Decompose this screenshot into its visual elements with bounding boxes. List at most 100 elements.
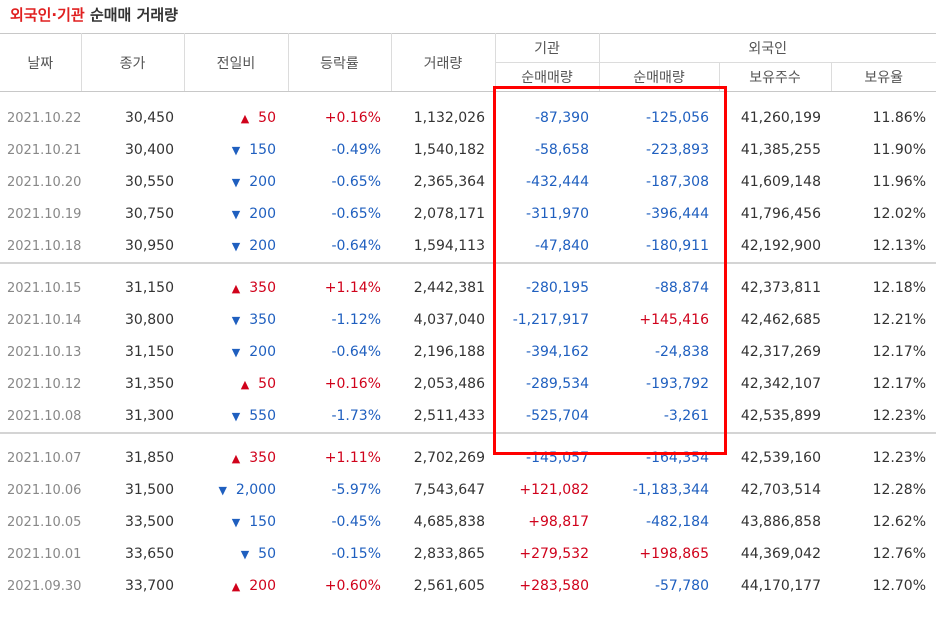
institution-net-cell: -311,970: [526, 206, 589, 222]
group-gap: [0, 264, 936, 272]
foreign-ratio-cell: 12.21%: [872, 312, 926, 328]
foreign-net-cell: -164,354: [646, 450, 709, 466]
volume-cell: 7,543,647: [413, 482, 485, 498]
rate-cell: -0.64%: [331, 344, 381, 360]
title-suffix: 순매매 거래량: [89, 6, 178, 24]
top-gap: [0, 92, 936, 103]
close-cell: 30,550: [125, 174, 174, 190]
date-cell: 2021.10.22: [7, 110, 82, 126]
change-cell: ▼ 150: [184, 506, 288, 538]
foreign-shares-cell: 42,462,685: [740, 312, 821, 328]
close-cell: 33,650: [125, 546, 174, 562]
foreign-net-cell: -57,780: [654, 578, 709, 594]
volume-cell: 2,053,486: [413, 376, 485, 392]
foreign-net-cell: -180,911: [646, 238, 709, 254]
change-cell: ▼ 200: [184, 230, 288, 263]
institution-net-cell: +121,082: [519, 482, 589, 498]
foreign-net-cell: -187,308: [646, 174, 709, 190]
change-cell: ▼ 150: [184, 134, 288, 166]
header-institution-group: 기관: [495, 33, 600, 63]
date-cell: 2021.10.15: [7, 280, 82, 296]
volume-cell: 2,833,865: [413, 546, 485, 562]
down-triangle-icon: ▼: [231, 410, 241, 423]
foreign-net-cell: -88,874: [654, 280, 709, 296]
foreign-ratio-cell: 12.17%: [872, 376, 926, 392]
date-cell: 2021.10.06: [7, 482, 82, 498]
up-triangle-icon: ▲: [231, 282, 241, 295]
change-value: 50: [258, 110, 276, 126]
volume-cell: 2,702,269: [413, 450, 485, 466]
section-title: 외국인·기관 순매매 거래량: [10, 4, 178, 28]
foreign-ratio-cell: 11.86%: [872, 110, 926, 126]
foreign-ratio-cell: 12.28%: [872, 482, 926, 498]
table-row: 2021.10.22 30,450 ▲ 50 +0.16% 1,132,026 -87,39…: [0, 102, 936, 134]
up-triangle-icon: ▲: [231, 580, 241, 593]
group-gap: [0, 434, 936, 442]
change-value: 200: [249, 344, 276, 360]
foreign-ratio-cell: 12.62%: [872, 514, 926, 530]
close-cell: 31,500: [125, 482, 174, 498]
rate-cell: -1.12%: [331, 312, 381, 328]
foreign-net-cell: -1,183,344: [632, 482, 709, 498]
change-value: 200: [249, 174, 276, 190]
change-cell: ▼ 50: [184, 538, 288, 570]
foreign-ratio-cell: 12.76%: [872, 546, 926, 562]
foreign-net-cell: -223,893: [646, 142, 709, 158]
change-value: 350: [249, 280, 276, 296]
volume-cell: 2,511,433: [413, 408, 485, 424]
table-row: 2021.10.05 33,500 ▼ 150 -0.45% 4,685,838 +98,8…: [0, 506, 936, 538]
table-header: 날짜 종가 전일비 등락률 거래량 기관 외국인 순매매량 순매매량 보유주수 …: [0, 33, 936, 92]
close-cell: 30,950: [125, 238, 174, 254]
change-value: 50: [258, 376, 276, 392]
institution-net-cell: -280,195: [526, 280, 589, 296]
foreign-ratio-cell: 12.23%: [872, 408, 926, 424]
rate-cell: -1.73%: [331, 408, 381, 424]
header-foreign-net: 순매매량: [599, 62, 720, 92]
title-foreign: 외국인: [10, 6, 52, 24]
foreign-shares-cell: 42,703,514: [740, 482, 821, 498]
foreign-ratio-cell: 12.23%: [872, 450, 926, 466]
down-triangle-icon: ▼: [231, 240, 241, 253]
foreign-net-cell: -3,261: [663, 408, 709, 424]
close-cell: 30,800: [125, 312, 174, 328]
foreign-shares-cell: 42,192,900: [740, 238, 821, 254]
bottom-gap: [0, 602, 936, 612]
date-cell: 2021.10.12: [7, 376, 82, 392]
institution-net-cell: -58,658: [534, 142, 589, 158]
close-cell: 30,400: [125, 142, 174, 158]
date-cell: 2021.10.19: [7, 206, 82, 222]
volume-cell: 4,037,040: [413, 312, 485, 328]
foreign-shares-cell: 42,539,160: [740, 450, 821, 466]
table-row: 2021.10.12 31,350 ▲ 50 +0.16% 2,053,486 -289,5…: [0, 368, 936, 400]
institution-net-cell: -47,840: [534, 238, 589, 254]
change-value: 350: [249, 450, 276, 466]
header-institution-net: 순매매량: [495, 62, 600, 92]
table-row: 2021.10.06 31,500 ▼ 2,000 -5.97% 7,543,647 +12…: [0, 474, 936, 506]
down-triangle-icon: ▼: [231, 516, 241, 529]
foreign-net-cell: -24,838: [654, 344, 709, 360]
down-triangle-icon: ▼: [231, 314, 241, 327]
up-triangle-icon: ▲: [240, 378, 250, 391]
foreign-ratio-cell: 12.13%: [872, 238, 926, 254]
change-cell: ▲ 50: [184, 368, 288, 400]
foreign-shares-cell: 41,609,148: [740, 174, 821, 190]
volume-cell: 2,442,381: [413, 280, 485, 296]
close-cell: 33,700: [125, 578, 174, 594]
header-foreign-group: 외국인: [599, 33, 936, 63]
date-cell: 2021.10.20: [7, 174, 82, 190]
change-value: 200: [249, 206, 276, 222]
close-cell: 31,350: [125, 376, 174, 392]
foreign-shares-cell: 42,317,269: [740, 344, 821, 360]
institution-net-cell: -289,534: [526, 376, 589, 392]
header-foreign-ratio: 보유율: [831, 62, 936, 92]
table-row: 2021.10.15 31,150 ▲ 350 +1.14% 2,442,381 -280,…: [0, 272, 936, 304]
table-row: 2021.10.21 30,400 ▼ 150 -0.49% 1,540,182 -58,6…: [0, 134, 936, 166]
date-cell: 2021.10.05: [7, 514, 82, 530]
foreign-ratio-cell: 12.17%: [872, 344, 926, 360]
table-body: 2021.10.22 30,450 ▲ 50 +0.16% 1,132,026 -87,39…: [0, 92, 936, 613]
change-cell: ▼ 350: [184, 304, 288, 336]
up-triangle-icon: ▲: [231, 452, 241, 465]
down-triangle-icon: ▼: [218, 484, 227, 497]
rate-cell: -0.65%: [331, 206, 381, 222]
down-triangle-icon: ▼: [231, 144, 241, 157]
